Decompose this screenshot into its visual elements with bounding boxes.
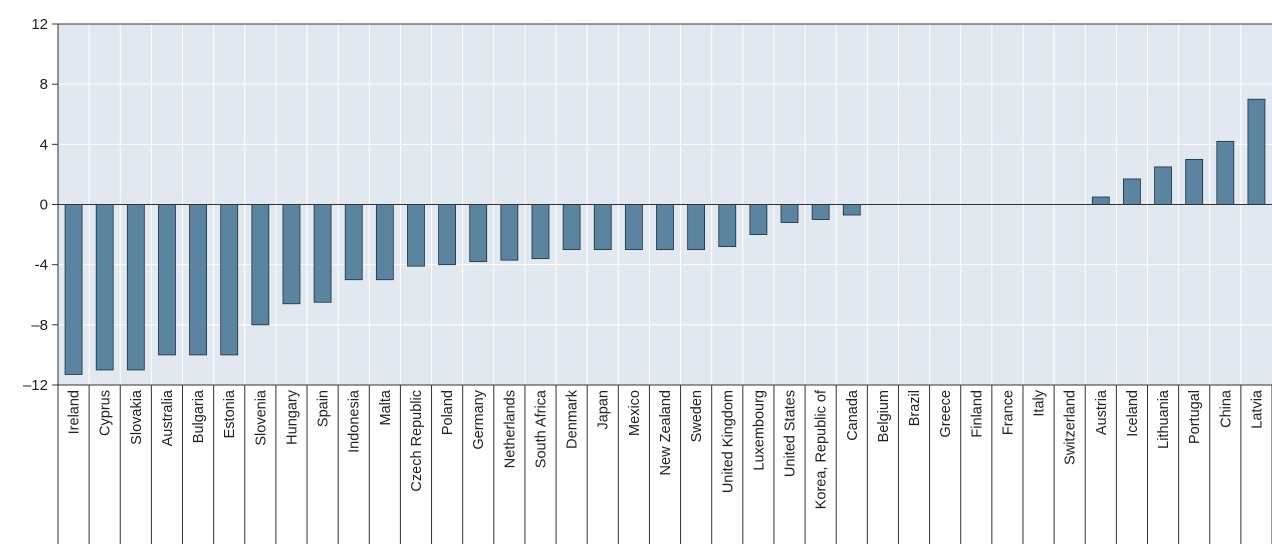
- bar-spain: [313, 204, 332, 303]
- category-label: Brazil: [907, 390, 923, 426]
- category-label: Germany: [471, 389, 487, 449]
- bar-united-states: [780, 204, 799, 223]
- bar-estonia: [220, 204, 239, 356]
- y-tick-label: -4: [35, 257, 48, 274]
- bar-luxembourg: [749, 204, 768, 235]
- category-label: Indonesia: [347, 389, 363, 453]
- y-axis-tick-labels: 12 8 4 0 -4 –8 –12: [23, 16, 48, 394]
- category-label: United States: [783, 390, 799, 477]
- category-label: New Zealand: [658, 390, 674, 475]
- bar-germany: [469, 204, 488, 263]
- bar-canada: [842, 204, 861, 216]
- category-label: Poland: [440, 390, 456, 435]
- category-label: Australia: [160, 389, 176, 446]
- bar-denmark: [562, 204, 581, 251]
- bar-united-kingdom: [718, 204, 737, 248]
- bar-poland: [438, 204, 457, 266]
- bar-slovenia: [251, 204, 270, 326]
- category-label: Hungary: [284, 389, 300, 445]
- category-label: Cyprus: [98, 390, 114, 436]
- bar-new-zealand: [656, 204, 674, 251]
- category-label: South Africa: [533, 389, 549, 468]
- bar-australia: [158, 204, 176, 356]
- y-tick-label: 8: [40, 76, 48, 93]
- category-label: France: [1000, 390, 1016, 435]
- bar-cyprus: [95, 204, 114, 371]
- bar-bulgaria: [189, 204, 207, 356]
- category-label: Mexico: [627, 390, 643, 436]
- category-label: Luxembourg: [751, 390, 767, 471]
- category-label: Czech Republic: [409, 390, 425, 492]
- y-tick-label: 0: [40, 197, 48, 214]
- bar-hungary: [282, 204, 301, 305]
- category-label: Portugal: [1187, 390, 1203, 444]
- category-label: Belgium: [876, 390, 892, 442]
- bar-latvia: [1247, 98, 1266, 205]
- bar-austria: [1091, 196, 1110, 205]
- category-label: Canada: [845, 389, 861, 441]
- bar-iceland: [1123, 178, 1141, 205]
- category-label: Switzerland: [1063, 390, 1079, 465]
- bar-slovakia: [126, 204, 145, 371]
- category-label: Italy: [1032, 389, 1048, 416]
- category-labels: Ireland Cyprus Slovakia Australia Bulgaria Es…: [67, 389, 1266, 509]
- category-label: Netherlands: [502, 390, 518, 468]
- category-label: Japan: [596, 390, 612, 430]
- bar-czech-republic: [407, 204, 425, 267]
- category-label: Ireland: [67, 390, 83, 434]
- category-label: Estonia: [222, 389, 238, 438]
- bar-indonesia: [344, 204, 363, 281]
- bar-lithuania: [1154, 166, 1172, 205]
- category-label: Bulgaria: [191, 389, 207, 443]
- bar-portugal: [1185, 158, 1204, 205]
- y-tick-label: 12: [31, 16, 48, 33]
- category-label: Latvia: [1249, 389, 1265, 429]
- category-label: Sweden: [689, 390, 705, 442]
- bar-south-africa: [531, 204, 550, 260]
- category-label: Austria: [1094, 389, 1110, 435]
- category-label: Malta: [378, 389, 394, 425]
- bar-ireland: [64, 204, 83, 375]
- bar-mexico: [624, 204, 643, 251]
- category-label: Korea, Republic of: [814, 389, 830, 509]
- bar-japan: [593, 204, 612, 251]
- category-label: Slovakia: [129, 389, 145, 445]
- bars: [64, 98, 1266, 375]
- category-label: Iceland: [1125, 390, 1141, 437]
- category-label: Spain: [316, 390, 332, 427]
- category-label: United Kingdom: [720, 390, 736, 493]
- category-label: Greece: [938, 390, 954, 438]
- category-label: Finland: [969, 390, 985, 438]
- category-label: China: [1218, 389, 1234, 428]
- bar-netherlands: [500, 204, 519, 261]
- bar-sweden: [687, 204, 706, 251]
- category-label: Denmark: [565, 389, 581, 449]
- bar-malta: [375, 204, 394, 281]
- category-label: Slovenia: [253, 389, 269, 446]
- category-label: Lithuania: [1156, 389, 1172, 449]
- bar-china: [1216, 140, 1235, 205]
- y-tick-label: –8: [31, 317, 48, 334]
- axes: [52, 23, 1272, 544]
- bar-korea-republic-of: [811, 204, 830, 220]
- y-tick-label: 4: [40, 136, 48, 153]
- y-tick-label: –12: [23, 377, 48, 394]
